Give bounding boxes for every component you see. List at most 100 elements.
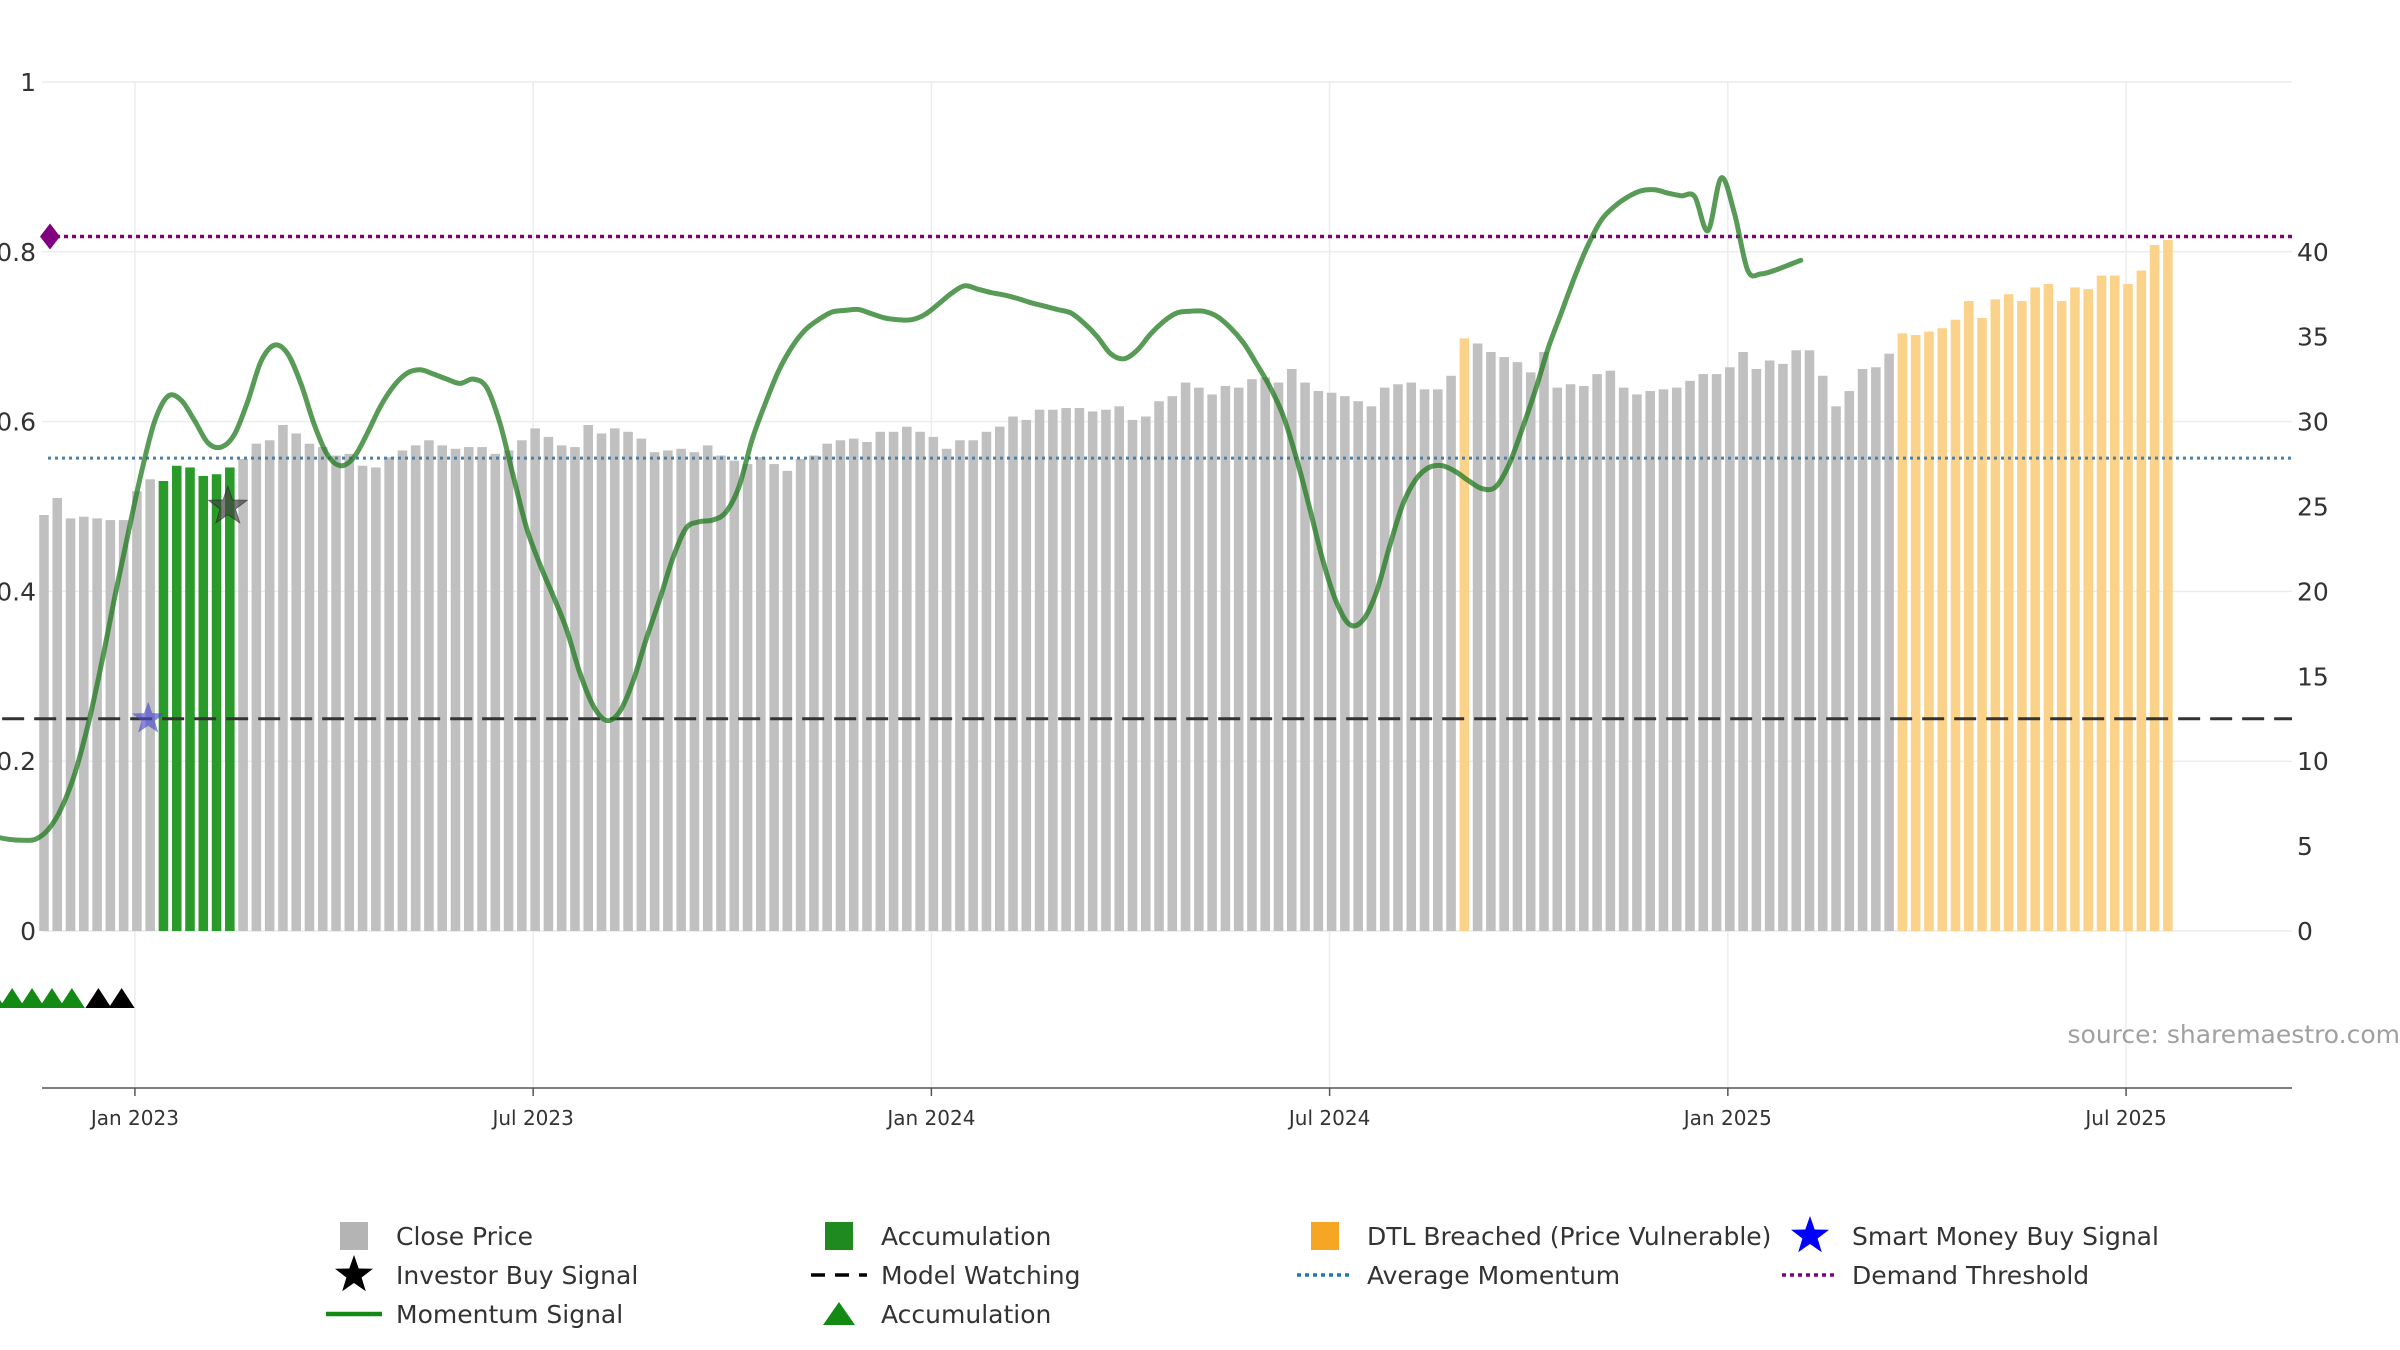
close-price-bar	[596, 433, 607, 931]
close-price-bar	[357, 465, 368, 931]
legend-item: Smart Money Buy Signal	[1791, 1216, 2159, 1253]
dtl-breached-bar	[2030, 287, 2040, 931]
close-price-bar	[1804, 350, 1815, 931]
close-price-bar	[371, 467, 381, 931]
close-price-bar	[331, 455, 341, 931]
dtl-breached-bar	[2083, 289, 2094, 931]
close-price-bar	[118, 520, 129, 931]
close-price-bar	[1340, 396, 1350, 931]
close-price-bar	[1565, 384, 1576, 931]
legend-item: Average Momentum	[1297, 1261, 1620, 1290]
x-tick-label: Jul 2024	[1287, 1106, 1370, 1130]
close-price-bar	[1871, 367, 1881, 931]
demand-threshold-marker	[40, 223, 60, 250]
dtl-breached-bar	[1924, 331, 1934, 932]
close-price-bar	[1446, 375, 1456, 931]
right-tick-label: 25	[2297, 493, 2329, 522]
close-price-bar	[955, 440, 965, 931]
accumulation-triangle-black	[85, 988, 112, 1008]
close-price-bar	[888, 431, 899, 931]
accumulation-bar	[185, 467, 195, 931]
close-price-bar	[994, 426, 1005, 931]
close-price-bar	[1366, 406, 1377, 931]
accumulation-bar	[158, 481, 169, 931]
close-price-bar	[1817, 375, 1828, 931]
left-tick-label: 1	[20, 68, 36, 97]
dtl-breached-bar	[2017, 301, 2027, 931]
close-price-bar	[384, 457, 394, 931]
close-price-bar	[410, 445, 421, 931]
close-price-bar	[1618, 387, 1629, 931]
close-price-bar	[702, 445, 713, 931]
close-price-bar	[1512, 362, 1523, 931]
close-price-bar	[689, 452, 700, 931]
dtl-breached-bar	[1459, 338, 1470, 931]
investor-buy-signal-star	[207, 484, 249, 524]
close-price-bar	[636, 438, 647, 931]
x-tick-label: Jul 2023	[490, 1106, 573, 1130]
dtl-breached-bar	[2056, 301, 2067, 931]
close-price-bar	[1287, 368, 1297, 931]
legend-item: Momentum Signal	[326, 1300, 623, 1329]
close-price-bar	[264, 440, 275, 931]
close-price-bar	[530, 428, 540, 931]
close-price-bar	[769, 464, 779, 931]
close-price-bar	[1685, 380, 1695, 931]
dtl-breached-bar	[1937, 328, 1947, 932]
accumulation-triangle	[0, 988, 26, 1008]
legend-label: Average Momentum	[1367, 1261, 1620, 1290]
close-price-bar	[742, 464, 753, 931]
close-price-bar	[1021, 419, 1032, 931]
close-price-bar	[1486, 351, 1496, 931]
accumulation-triangle	[19, 988, 46, 1008]
close-price-bar	[809, 455, 819, 931]
close-price-bar	[1154, 401, 1164, 931]
x-tick-label: Jan 2024	[885, 1106, 975, 1130]
accumulation-bar	[198, 475, 209, 931]
close-price-bar	[1260, 377, 1271, 931]
close-price-bar	[649, 452, 660, 931]
legend-label: Investor Buy Signal	[396, 1261, 638, 1290]
close-price-bar	[1592, 374, 1602, 931]
dtl-breached-bar	[2123, 284, 2133, 931]
left-tick-label: 0.8	[0, 238, 36, 267]
accumulation-triangle	[38, 988, 65, 1008]
close-price-bar	[795, 458, 806, 931]
close-price-bar	[862, 441, 872, 931]
close-price-bar	[132, 491, 142, 931]
x-tick-label: Jan 2023	[89, 1106, 179, 1130]
close-price-bar	[1552, 387, 1563, 931]
close-price-bar	[716, 455, 726, 931]
dtl-breached-bar	[2096, 275, 2107, 931]
close-price-bar	[490, 453, 501, 931]
close-price-bar	[1711, 374, 1722, 931]
left-tick-label: 0.6	[0, 408, 36, 437]
close-price-bar	[52, 498, 63, 931]
close-price-bar	[1034, 409, 1045, 931]
x-tick-label: Jan 2025	[1682, 1106, 1772, 1130]
source-text: source: sharemaestro.com	[2068, 1020, 2400, 1049]
legend-item: Model Watching	[811, 1261, 1081, 1290]
close-price-bar	[517, 440, 527, 931]
close-price-bar	[1087, 411, 1098, 931]
dtl-breached-bar	[1963, 301, 1974, 931]
close-price-bar	[92, 518, 102, 931]
close-price-bar	[1167, 396, 1178, 931]
close-price-bar	[1300, 382, 1310, 931]
close-price-bar	[1180, 382, 1191, 931]
x-tick-label: Jul 2025	[2083, 1106, 2166, 1130]
close-price-bar	[729, 460, 740, 931]
close-price-bar	[623, 431, 633, 931]
close-price-bar	[291, 433, 301, 931]
close-price-bar	[1247, 379, 1257, 931]
close-price-bar	[1313, 391, 1324, 931]
legend-marker-square	[340, 1222, 368, 1250]
close-price-bar	[304, 443, 315, 931]
close-price-bar	[1539, 351, 1549, 931]
close-price-bar	[902, 426, 912, 931]
right-tick-label: 10	[2297, 747, 2329, 776]
dtl-breached-bar	[2163, 239, 2173, 931]
close-price-bar	[397, 450, 408, 931]
close-price-bar	[1831, 406, 1841, 931]
close-price-bar	[543, 436, 554, 931]
